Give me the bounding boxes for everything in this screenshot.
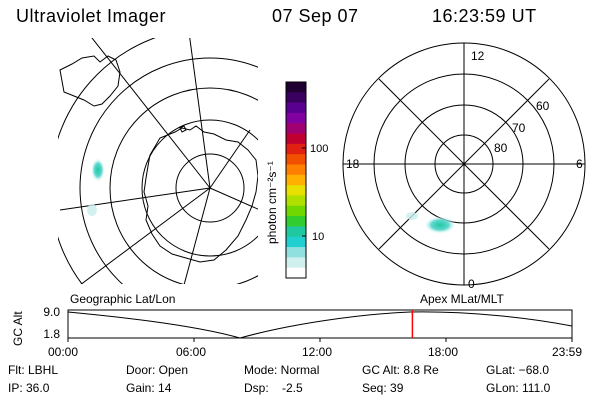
colorbar-frame xyxy=(285,81,307,279)
colorbar-band xyxy=(286,257,306,269)
status-glon: GLon: 111.0 xyxy=(486,381,551,395)
time-tick-1800: 18:00 xyxy=(428,345,458,359)
colorbar-band xyxy=(286,102,306,114)
time-tick-0000: 00:00 xyxy=(48,345,78,359)
status-filter: Flt: LBHL xyxy=(8,363,59,377)
colorbar-band xyxy=(286,82,306,93)
coastline-australia xyxy=(59,55,121,107)
status-ip: IP: 36.0 xyxy=(8,381,50,395)
colorbar-band xyxy=(286,143,306,155)
mlat-label-80: 80 xyxy=(494,141,508,155)
time-tick-0600: 06:00 xyxy=(176,345,206,359)
coastline-fragment xyxy=(179,125,187,133)
gc-alt-max: 9.0 xyxy=(43,305,60,319)
timeline-left-title: Geographic Lat/Lon xyxy=(70,292,175,306)
header-time: 16:23:59 UT xyxy=(432,6,537,26)
colorbar-band xyxy=(286,112,306,124)
aurora-blob-left xyxy=(91,158,105,182)
colorbar-band xyxy=(286,216,306,227)
instrument-title: Ultraviolet Imager xyxy=(16,6,167,26)
time-tick-1200: 12:00 xyxy=(302,345,332,359)
mlt-label-12: 12 xyxy=(471,49,485,63)
colorbar xyxy=(286,82,306,279)
mlt-label-6: 6 xyxy=(576,157,583,171)
colorbar-band xyxy=(286,205,306,217)
colorbar-band xyxy=(286,236,306,248)
colorbar-band xyxy=(286,195,306,207)
mlt-label-0: 0 xyxy=(468,277,475,291)
colorbar-band xyxy=(286,123,306,135)
timeline-ticks xyxy=(67,338,573,342)
status-glat: GLat: −68.0 xyxy=(486,363,550,377)
time-tick-2359: 23:59 xyxy=(552,345,582,359)
aurora-blob-left-small xyxy=(87,204,97,216)
colorbar-band xyxy=(286,267,306,279)
status-gc-alt: GC Alt: 8.8 Re xyxy=(362,363,439,377)
status-seq: Seq: 39 xyxy=(362,381,404,395)
colorbar-band xyxy=(286,185,306,196)
status-door: Door: Open xyxy=(126,363,189,377)
gc-alt-min: 1.8 xyxy=(43,327,60,341)
orbit-altitude-curve xyxy=(67,311,573,339)
status-dsp: Dsp: -2.5 xyxy=(244,381,303,395)
header-date: 07 Sep 07 xyxy=(272,6,359,26)
gc-alt-axis-label: GC Alt xyxy=(11,311,25,346)
colorbar-band xyxy=(286,133,306,145)
colorbar-label-100: 100 xyxy=(310,143,328,155)
timeline-right-title: Apex MLat/MLT xyxy=(420,292,504,306)
mlt-label-18: 18 xyxy=(346,157,360,171)
aurora-blob-right xyxy=(424,216,456,234)
colorbar-band xyxy=(286,164,306,176)
colorbar-band xyxy=(286,154,306,166)
colorbar-band xyxy=(286,174,306,186)
colorbar-label-10: 10 xyxy=(312,231,324,243)
orbit-timeline-frame xyxy=(67,309,573,339)
geographic-map xyxy=(58,38,258,284)
status-mode: Mode: Normal xyxy=(244,363,320,377)
colorbar-unit-label: photon cm⁻²s⁻¹ xyxy=(265,161,279,244)
mlat-label-70: 70 xyxy=(512,121,526,135)
polar-plot xyxy=(342,42,586,286)
aurora-blob-right-small xyxy=(406,212,418,220)
status-gain: Gain: 14 xyxy=(126,381,172,395)
colorbar-band xyxy=(286,226,306,238)
coastline-antarctica xyxy=(143,125,258,263)
colorbar-band xyxy=(286,247,306,258)
colorbar-band xyxy=(286,92,306,104)
mlat-label-60: 60 xyxy=(536,99,550,113)
